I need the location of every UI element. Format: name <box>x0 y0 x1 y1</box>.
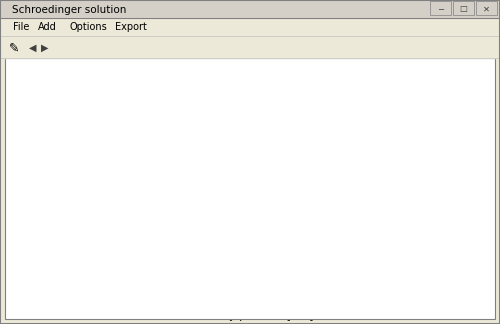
X-axis label: y position [nm]: y position [nm] <box>229 311 313 321</box>
Text: ▶: ▶ <box>41 43 48 53</box>
Text: File: File <box>12 22 29 32</box>
Text: Add: Add <box>38 22 56 32</box>
Text: ─: ─ <box>438 5 443 14</box>
Text: ✎: ✎ <box>9 41 20 54</box>
Y-axis label: band, edges [eV]: band, edges [eV] <box>10 131 20 226</box>
Text: Export: Export <box>115 22 147 32</box>
Text: □: □ <box>460 5 468 14</box>
Text: ◀: ◀ <box>29 43 36 53</box>
Text: ✕: ✕ <box>483 5 490 14</box>
Text: Schroedinger solution: Schroedinger solution <box>12 5 127 15</box>
Text: Options: Options <box>70 22 108 32</box>
